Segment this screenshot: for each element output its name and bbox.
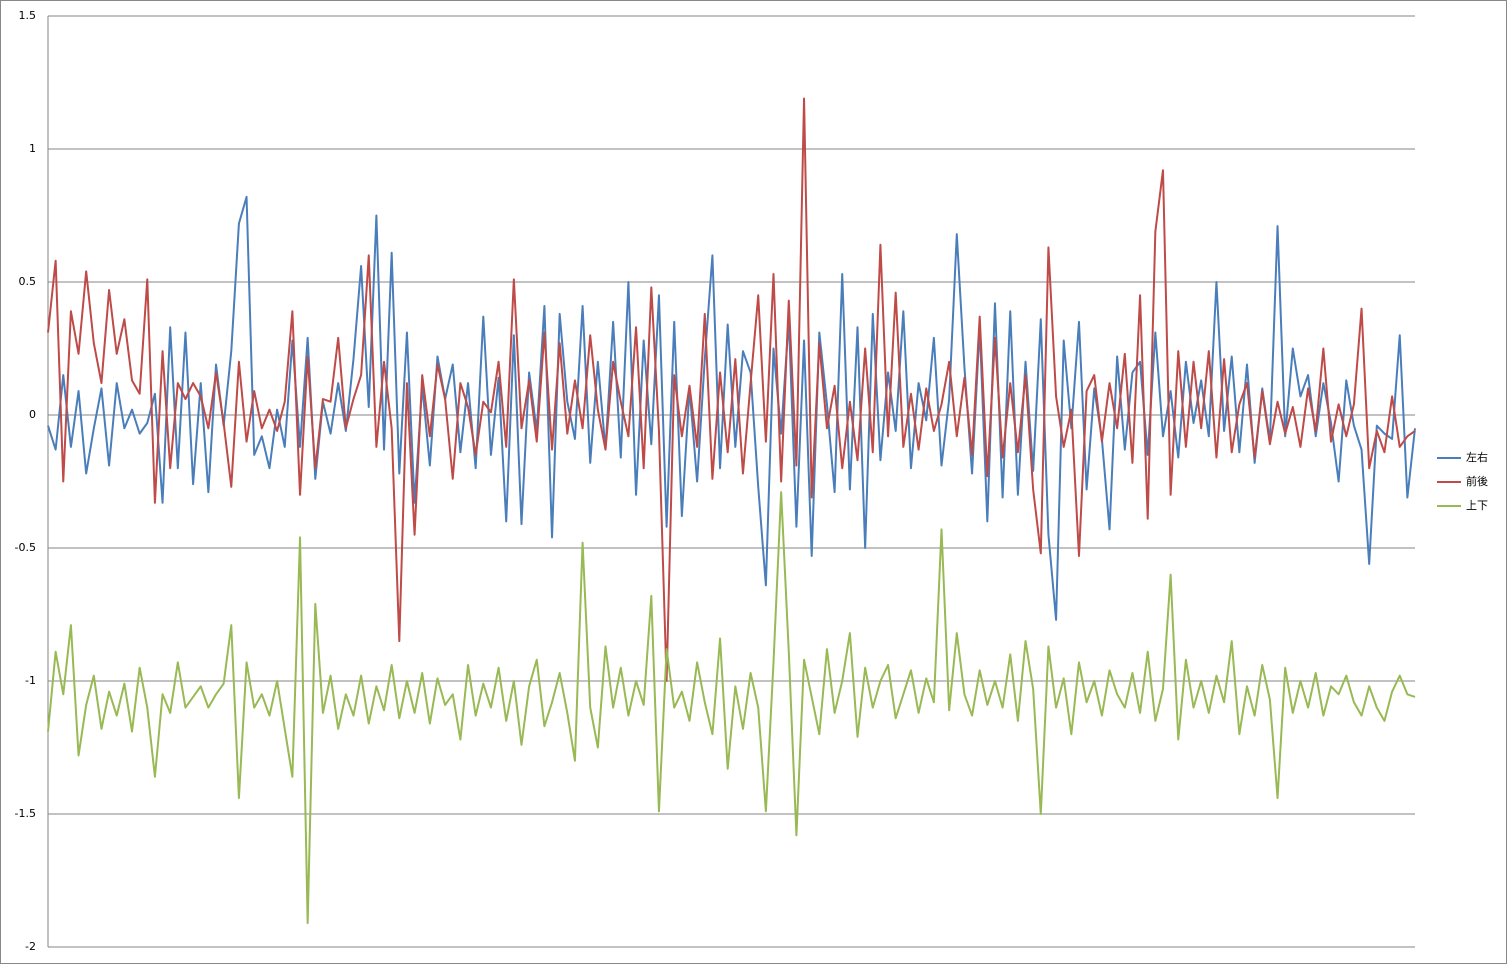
y-tick-label: -1 (25, 674, 36, 687)
y-tick-label: 0.5 (19, 275, 37, 288)
y-tick-label: 1 (29, 142, 36, 155)
series-line (47, 97, 1416, 682)
y-tick-label: -1.5 (15, 807, 36, 820)
y-tick-label: 1.5 (19, 9, 37, 22)
y-tick-label: -0.5 (15, 541, 36, 554)
y-tick-label: -2 (25, 940, 36, 953)
legend-label: 上下 (1466, 499, 1488, 512)
legend-label: 前後 (1466, 474, 1488, 488)
legend-label: 左右 (1466, 450, 1488, 464)
series-line (47, 491, 1416, 925)
y-tick-label: 0 (29, 408, 36, 421)
series-line (47, 195, 1416, 621)
